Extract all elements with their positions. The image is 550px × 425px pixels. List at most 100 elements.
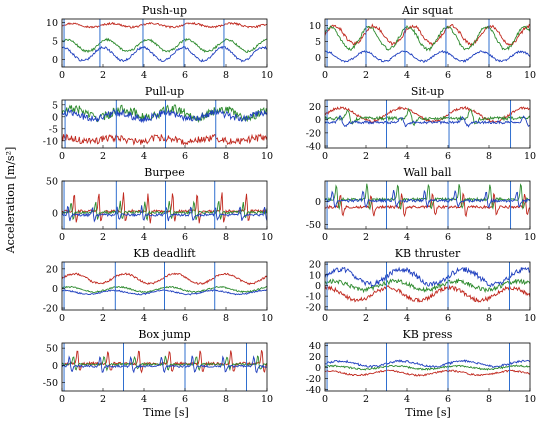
series-line [62,45,267,63]
x-tick-label: 6 [445,151,451,162]
x-tick-label: 2 [363,232,369,243]
y-tick-label: 0 [52,284,58,295]
x-tick-label: 0 [322,313,328,324]
x-tick-label: 2 [100,151,106,162]
series-line [62,200,267,221]
series-group [62,350,267,374]
y-tick-label: 20 [309,260,321,271]
y-tick-label: 0 [52,112,58,123]
series-line [62,21,267,29]
x-tick-label: 4 [141,394,147,405]
x-tick-label: 6 [445,70,451,81]
x-tick-label: 4 [141,70,147,81]
panel-frame [61,261,268,311]
series-group [62,104,267,146]
panel-frame [61,99,268,149]
panel-frame [324,99,531,149]
x-axis-label-right: Time [s] [405,406,451,419]
x-tick-label: 0 [322,394,328,405]
series-group [325,359,530,377]
x-tick-label: 4 [141,151,147,162]
series-line [325,50,530,63]
series-line [325,189,530,209]
y-tick-label: 0 [315,281,321,292]
series-line [62,133,267,146]
x-tick-label: 2 [363,394,369,405]
x-tick-label: 8 [486,394,492,405]
series-line [62,355,267,374]
panel: Pull-up0 2 4 6 8 10-10-505 [43,85,273,162]
panel-title: Air squat [401,4,454,17]
x-tick-label: 0 [59,151,65,162]
y-tick-label: -20 [306,374,321,385]
series-group [62,21,267,63]
series-line [325,23,530,47]
x-tick-label: 8 [223,151,229,162]
y-tick-label: -40 [306,142,321,153]
x-tick-label: 2 [100,232,106,243]
x-tick-label: 10 [524,151,536,162]
y-tick-label: 0 [315,53,321,64]
x-axis-label-left: Time [s] [143,406,189,419]
x-tick-label: 10 [261,151,273,162]
y-tick-label: -40 [306,385,321,396]
series-line [325,284,530,303]
panel-frame [324,261,531,311]
series-line [325,107,530,127]
y-tick-label: 0 [52,55,58,66]
panel-frame [324,18,531,68]
y-tick-label: -50 [306,220,321,231]
x-tick-label: 0 [59,232,65,243]
x-tick-label: 4 [404,394,410,405]
x-tick-label: 10 [261,232,273,243]
x-tick-label: 2 [100,394,106,405]
x-tick-label: 8 [486,151,492,162]
y-tick-label: 20 [309,352,321,363]
y-tick-label: 5 [315,37,321,48]
y-tick-label: 5 [52,37,58,48]
panel-frame [324,342,531,392]
x-tick-label: 10 [524,313,536,324]
y-tick-label: -10 [306,292,321,303]
series-line [325,277,530,294]
y-tick-label: 0 [315,363,321,374]
y-tick-label: 10 [309,21,321,32]
panel-frame [61,342,268,392]
series-group [325,105,530,128]
y-tick-label: 0 [52,209,58,220]
y-tick-label: -20 [306,302,321,313]
x-tick-label: 10 [524,394,536,405]
series-line [325,364,530,371]
y-tick-label: 5 [52,100,58,111]
y-tick-label: -5 [49,124,58,135]
series-line [325,369,530,377]
x-tick-label: 6 [445,313,451,324]
series-line [62,350,267,374]
x-tick-label: 4 [404,151,410,162]
y-tick-label: 20 [46,264,58,275]
series-line [62,37,267,54]
panel-frame [61,180,268,230]
panel-title: KB deadlift [133,247,196,260]
y-tick-label: 50 [46,344,58,355]
y-axis-label: Acceleration [m/s²] [4,147,17,255]
y-tick-label: 50 [46,177,58,188]
x-tick-label: 4 [141,232,147,243]
series-line [62,205,267,223]
y-tick-label: -20 [306,128,321,139]
series-line [325,114,530,128]
series-group [325,266,530,303]
series-line [325,266,530,289]
panel-frame [324,180,531,230]
panel-title: Burpee [144,166,185,179]
y-tick-label: 0 [315,115,321,126]
y-tick-label: -20 [43,304,58,315]
panel-title: Wall ball [403,166,452,179]
y-tick-label: 10 [309,270,321,281]
series-line [325,25,530,52]
x-tick-label: 2 [363,70,369,81]
